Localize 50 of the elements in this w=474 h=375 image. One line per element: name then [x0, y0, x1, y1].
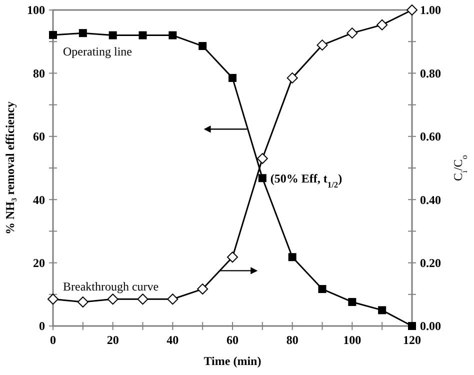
- point: [288, 253, 296, 262]
- point: [376, 19, 388, 30]
- y2-tick-label: 0.20: [420, 256, 441, 270]
- y2-tick-label: 0.00: [420, 319, 441, 334]
- y2-tick-label: 1.00: [420, 3, 441, 18]
- x-axis-title: Time (min): [204, 354, 262, 368]
- point: [77, 296, 88, 308]
- point: [227, 252, 238, 263]
- point: [197, 284, 208, 295]
- point: [286, 72, 298, 84]
- y2-tick-label: 0.40: [420, 192, 441, 207]
- x-tick-label: 40: [166, 333, 179, 347]
- y-tick-label: 80: [33, 66, 45, 80]
- point: [48, 294, 58, 305]
- x-tick-label: 60: [226, 333, 238, 347]
- point: [256, 153, 268, 164]
- point: [198, 42, 207, 50]
- point: [258, 174, 266, 182]
- point: [168, 31, 177, 40]
- y2-tick-label: 0.60: [420, 130, 441, 144]
- point: [316, 40, 328, 51]
- y2-tick-label: 0.80: [420, 66, 441, 80]
- annotation: (50% Eff, t$_{1/2}$): [270, 171, 342, 189]
- y-tick-label: 100: [27, 3, 45, 18]
- point: [408, 322, 416, 330]
- x-tick-label: 100: [343, 333, 362, 347]
- point: [318, 285, 326, 294]
- x-tick-label: 120: [403, 333, 421, 347]
- point: [107, 294, 118, 305]
- point: [49, 30, 57, 39]
- point: [346, 28, 358, 39]
- point: [228, 74, 236, 82]
- x-tick-label: 20: [106, 333, 119, 347]
- x-tick-label: 80: [286, 333, 298, 347]
- point: [78, 29, 87, 38]
- point: [348, 298, 356, 306]
- point: [167, 294, 178, 305]
- y-tick-label: 0: [39, 319, 45, 334]
- x-tick-label: 0: [50, 333, 56, 347]
- y-tick-label: 20: [33, 256, 45, 270]
- point: [137, 294, 148, 305]
- y-axis-title: % NH₃ removal efficiency: [3, 101, 17, 235]
- annotation: Breakthrough curve: [63, 280, 159, 294]
- point: [108, 31, 117, 40]
- point: [378, 306, 386, 314]
- point: [138, 31, 147, 40]
- y-tick-label: 40: [33, 192, 45, 207]
- y-tick-label: 60: [33, 130, 45, 144]
- annotation: Operating line: [63, 44, 132, 58]
- point: [406, 4, 418, 16]
